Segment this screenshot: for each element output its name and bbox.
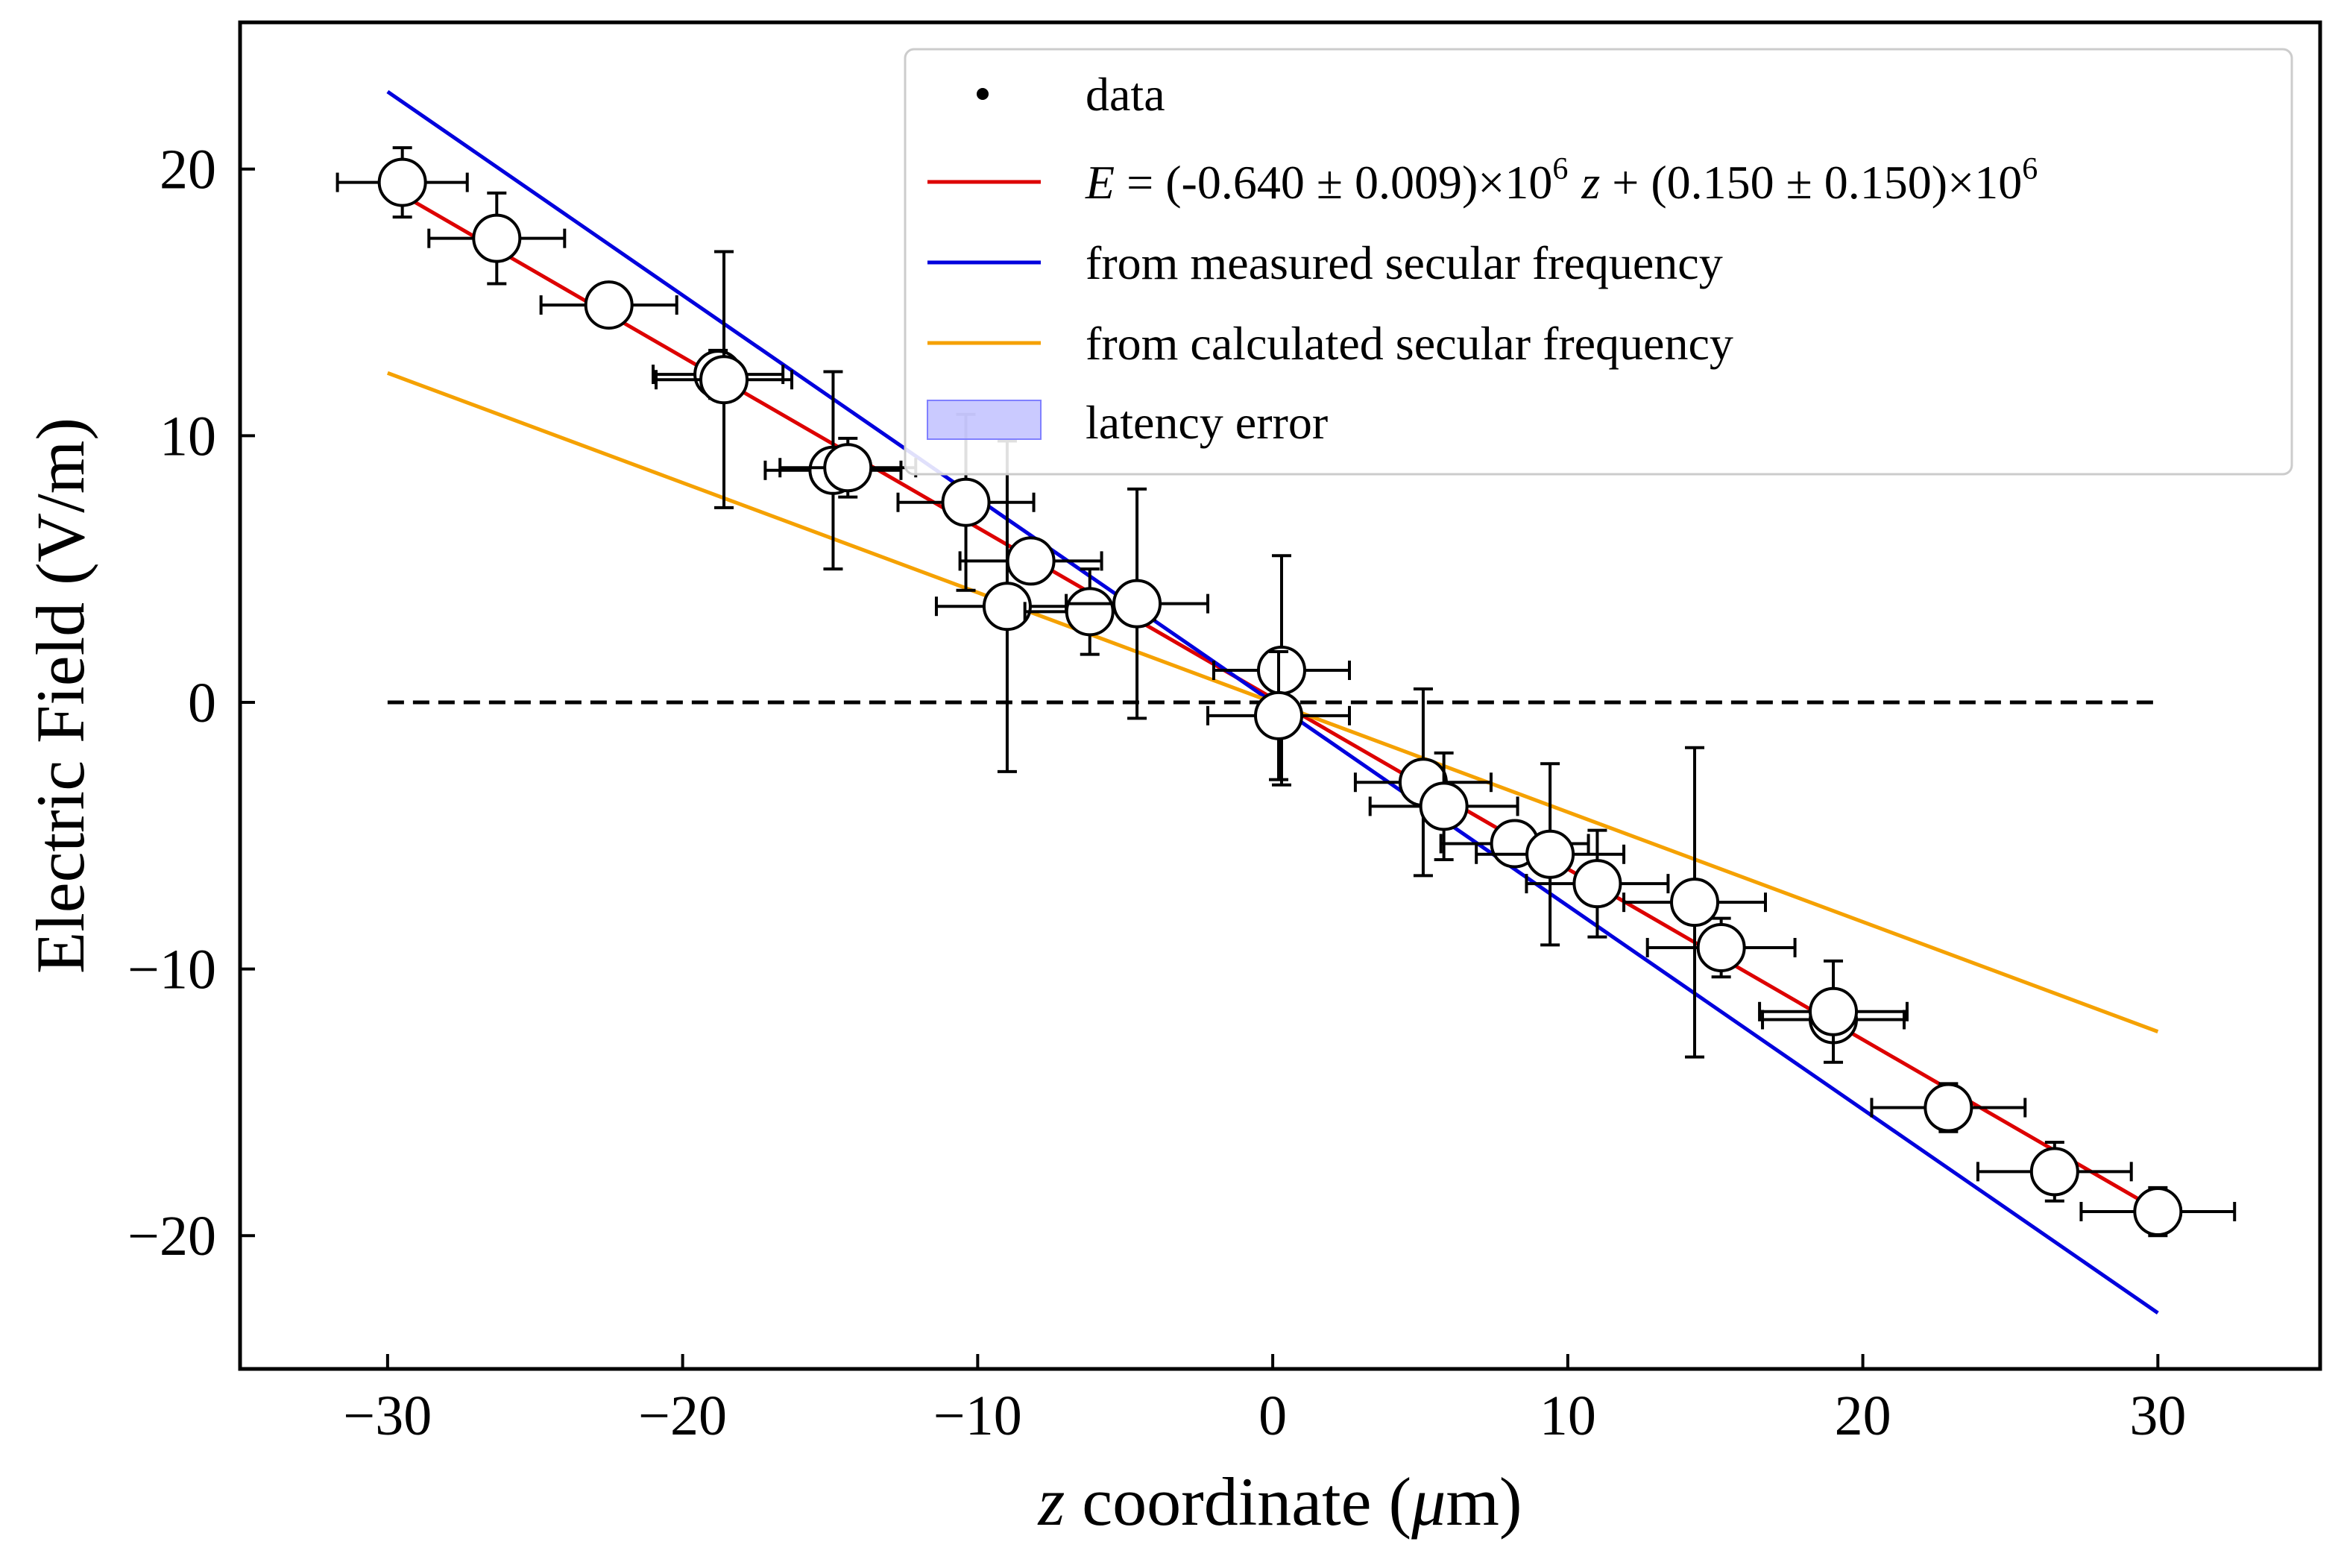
x-tick-label: 10 xyxy=(1540,1385,1596,1447)
x-tick-label: 20 xyxy=(1835,1385,1891,1447)
x-axis-title: z coordinate (μm) xyxy=(1036,1464,1522,1540)
data-marker xyxy=(982,582,1032,632)
data-point xyxy=(958,536,1103,586)
data-point xyxy=(1206,649,1351,781)
data-marker xyxy=(1924,1083,1973,1133)
data-marker xyxy=(1572,859,1622,909)
legend-data-label: data xyxy=(1086,68,1165,121)
data-marker xyxy=(1809,986,1859,1036)
legend-latency-label: latency error xyxy=(1086,396,1328,449)
data-point xyxy=(1645,916,1797,979)
y-tick-label: 20 xyxy=(160,139,216,201)
data-marker xyxy=(1419,781,1469,831)
y-axis-ticks: −20 −10 0 10 20 xyxy=(127,139,255,1268)
plot-frame xyxy=(238,20,2322,1371)
legend-data-marker xyxy=(977,88,989,100)
legend-measured-label: from measured secular frequency xyxy=(1086,236,1723,289)
data-marker xyxy=(1525,829,1575,879)
data-point xyxy=(1368,751,1519,861)
data-marker xyxy=(1112,579,1162,629)
data-point xyxy=(1870,1082,2027,1133)
y-tick-label: −10 xyxy=(127,939,216,1001)
legend: data E = (-0.640 ± 0.009)×106 z + (0.150 … xyxy=(904,48,2293,476)
data-point xyxy=(539,280,678,330)
data-point xyxy=(655,250,794,509)
data-point xyxy=(2079,1186,2237,1238)
legend-box xyxy=(904,48,2293,476)
x-tick-label: −20 xyxy=(638,1385,727,1447)
data-marker xyxy=(2029,1147,2079,1197)
data-point xyxy=(335,146,469,219)
data-point xyxy=(1353,687,1493,878)
data-marker xyxy=(699,355,749,405)
data-marker xyxy=(823,443,873,493)
data-points xyxy=(335,146,2237,1238)
legend-fit-label: E = (-0.640 ± 0.009)×106 z + (0.150 ± 0.1… xyxy=(1085,152,2038,209)
x-tick-label: 30 xyxy=(2129,1385,2186,1447)
data-point xyxy=(1758,959,1909,1064)
data-point xyxy=(1475,762,1626,947)
data-marker xyxy=(1256,646,1306,696)
data-point xyxy=(1023,567,1156,656)
data-point xyxy=(1622,746,1767,1059)
data-point xyxy=(1525,828,1670,939)
data-marker xyxy=(377,157,427,207)
x-tick-label: −10 xyxy=(933,1385,1022,1447)
y-tick-label: −20 xyxy=(127,1205,216,1268)
y-axis-title: Electric Field (V/m) xyxy=(22,418,98,974)
data-marker xyxy=(1254,690,1304,740)
data-marker xyxy=(584,280,634,330)
data-marker xyxy=(472,213,522,263)
data-marker xyxy=(1696,922,1746,972)
x-tick-label: −30 xyxy=(343,1385,432,1447)
data-point xyxy=(1212,554,1351,787)
data-point xyxy=(427,191,567,286)
data-point xyxy=(1065,487,1210,720)
x-tick-label: 0 xyxy=(1258,1385,1287,1447)
data-marker xyxy=(941,477,991,527)
y-tick-label: 10 xyxy=(160,405,216,467)
data-marker xyxy=(1065,587,1115,637)
y-tick-label: 0 xyxy=(188,672,216,734)
data-marker xyxy=(2133,1187,2183,1237)
legend-calculated-label: from calculated secular frequency xyxy=(1086,317,1733,370)
data-marker xyxy=(1670,878,1720,928)
legend-latency-swatch xyxy=(927,400,1042,440)
data-marker xyxy=(1006,536,1056,586)
x-axis-ticks: −30 −20 −10 0 10 20 30 xyxy=(343,1354,2186,1447)
data-point xyxy=(1976,1141,2133,1203)
